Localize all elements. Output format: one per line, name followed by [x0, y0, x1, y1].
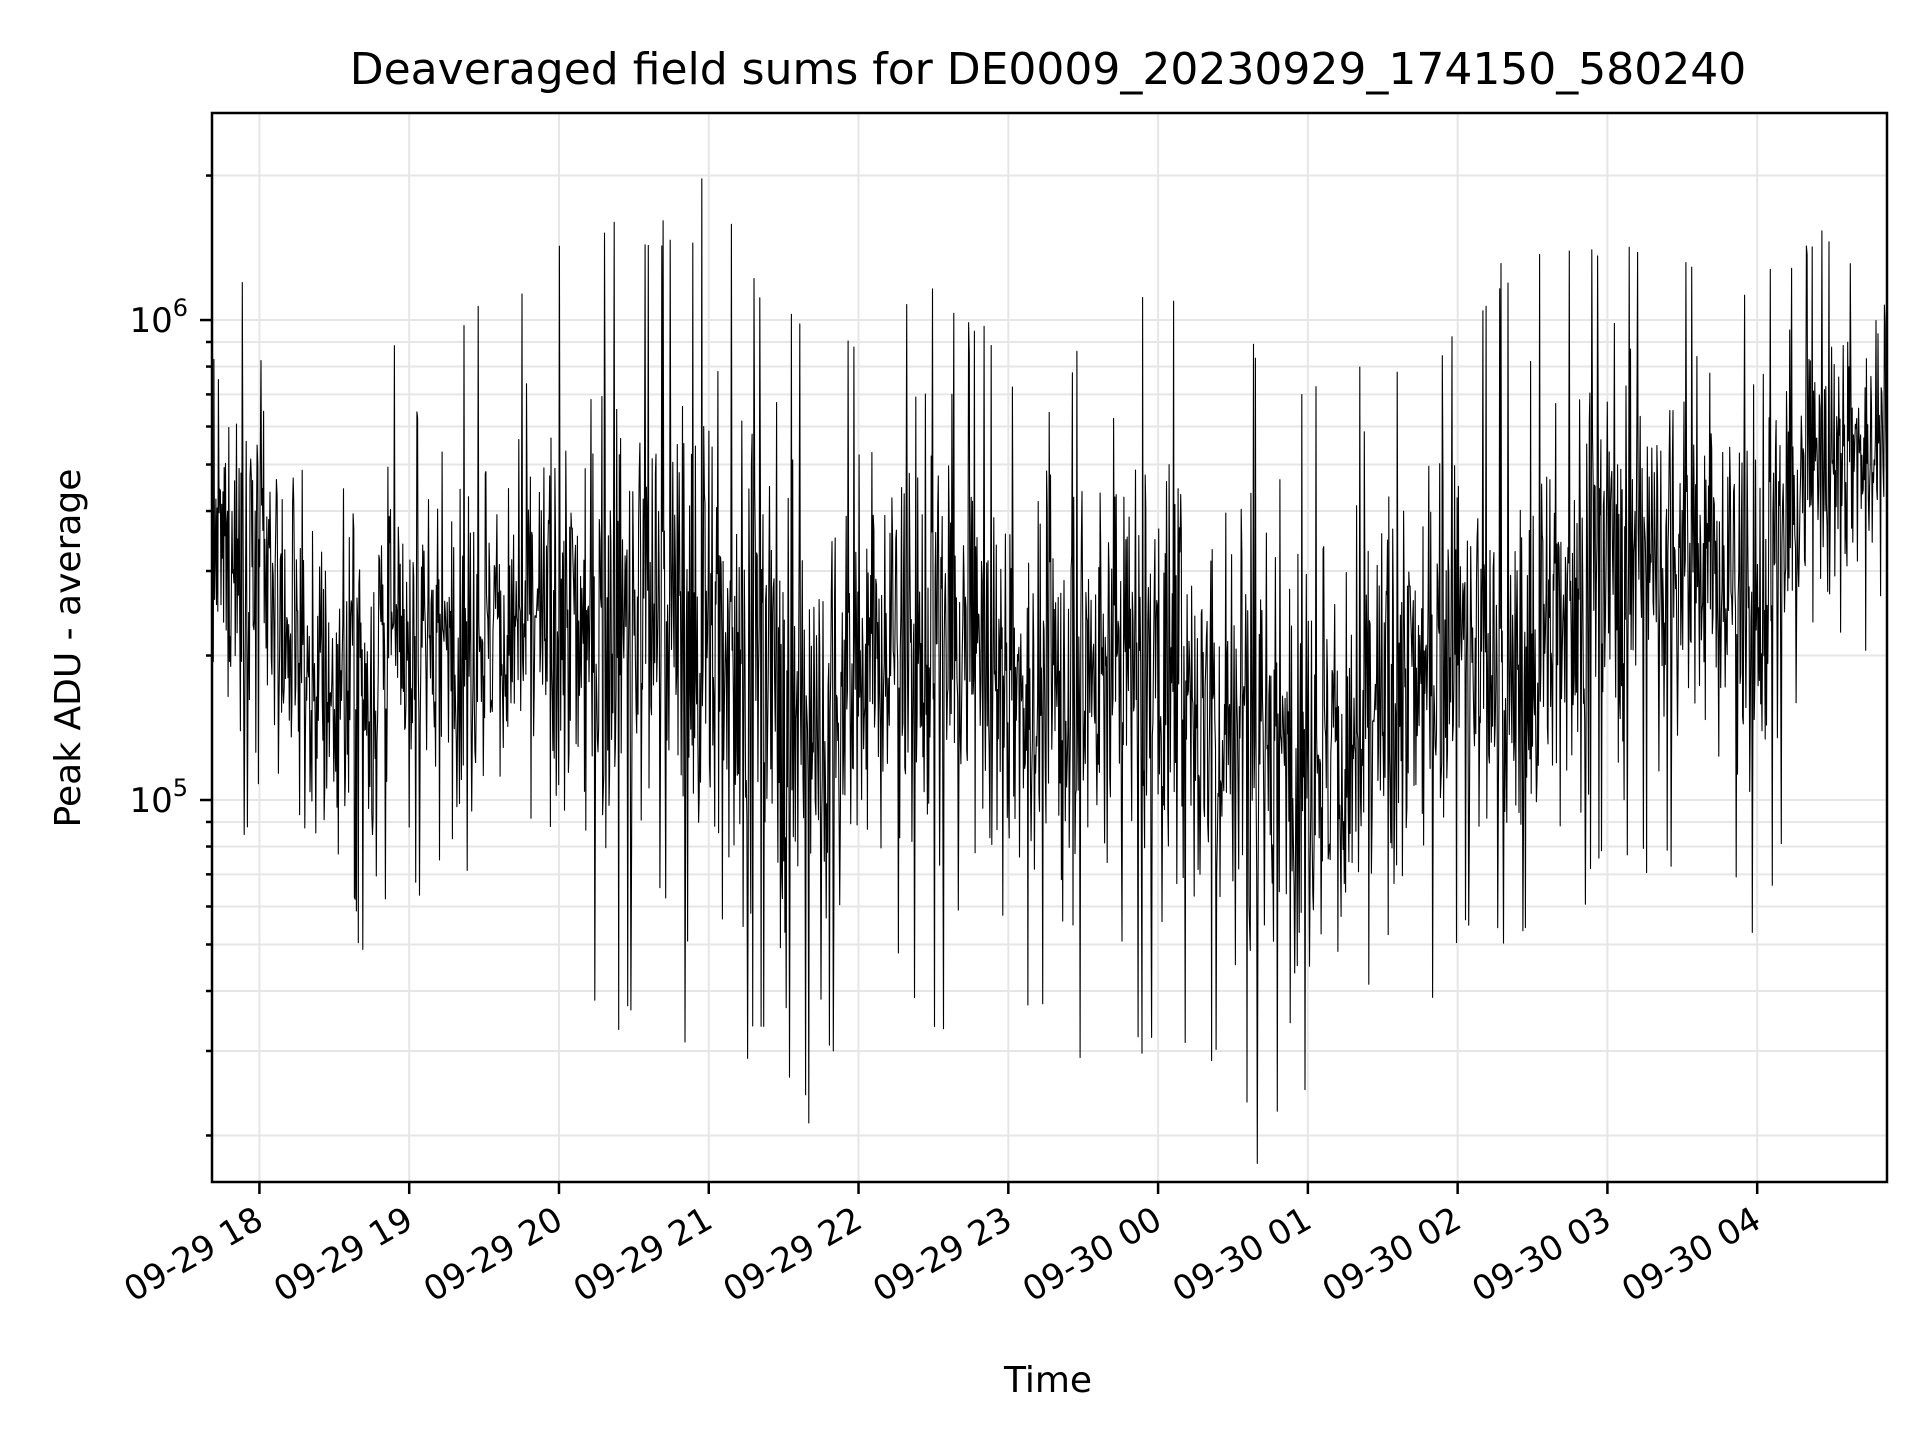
chart-title: Deaveraged field sums for DE0009_2023092…	[350, 44, 1747, 95]
y-tick-label: 106	[129, 294, 188, 341]
y-tick-label: 105	[129, 774, 188, 821]
x-axis-label: Time	[1003, 1360, 1092, 1401]
plot-frame	[210, 111, 1889, 1184]
data-trace-line	[211, 178, 1888, 1164]
y-axis-label: Peak ADU - average	[48, 469, 89, 828]
y-axis-ticks: 105 106	[129, 174, 212, 1137]
data-series	[211, 178, 1888, 1164]
